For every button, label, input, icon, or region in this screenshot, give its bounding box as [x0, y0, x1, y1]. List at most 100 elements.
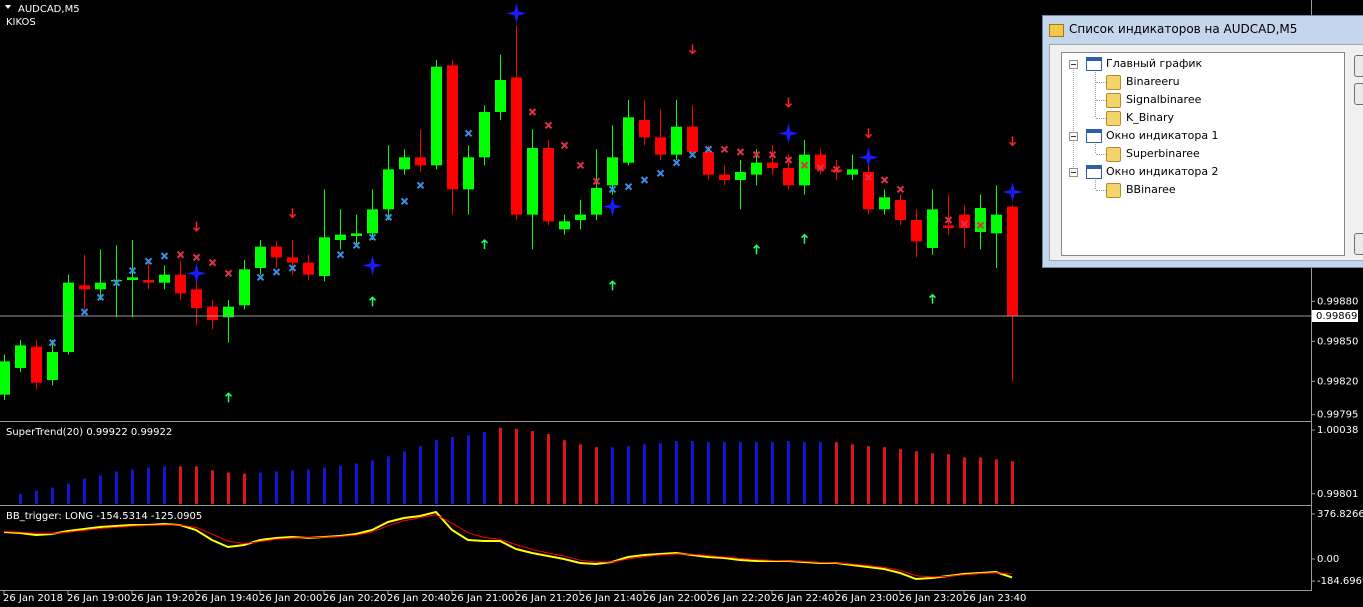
- cross-marker: [720, 145, 729, 154]
- histogram-bar: [243, 473, 246, 504]
- y-tick-label: 0.99820: [1317, 376, 1358, 387]
- down-arrow: [1008, 136, 1017, 147]
- collapse-toggle[interactable]: [1069, 60, 1078, 69]
- histogram-bar: [19, 493, 22, 504]
- candle-body: [687, 126, 698, 152]
- dialog-button[interactable]: [1354, 55, 1363, 77]
- cross-marker: [800, 161, 809, 170]
- down-arrow: [688, 44, 697, 55]
- up-arrow: [800, 233, 809, 244]
- candle-body: [271, 246, 282, 258]
- histogram-bar: [179, 466, 182, 504]
- histogram-bar: [147, 467, 150, 504]
- candle-body: [815, 154, 826, 170]
- histogram-bar: [131, 469, 134, 504]
- histogram-bar: [435, 440, 438, 504]
- histogram-bar: [339, 465, 342, 504]
- down-arrow: [192, 221, 201, 232]
- cross-marker: [80, 308, 89, 316]
- y-tick-label: 376.8266: [1317, 509, 1363, 520]
- candle-body: [543, 148, 554, 222]
- indicator-title: SuperTrend(20) 0.99922 0.99922: [6, 427, 172, 438]
- dialog-title: Список индикаторов на AUDCAD,M5: [1069, 22, 1298, 36]
- histogram-bar: [451, 436, 454, 504]
- candle-body: [879, 197, 890, 210]
- histogram-bar: [195, 466, 198, 504]
- collapse-toggle[interactable]: [1069, 132, 1078, 141]
- cross-marker: [976, 221, 985, 230]
- cross-marker: [400, 197, 409, 206]
- candle-body: [239, 269, 250, 306]
- indicator-tree: Главный график Binareeru Signalbinaree K…: [1061, 52, 1345, 256]
- candle-body: [143, 280, 154, 283]
- histogram-bar: [515, 428, 518, 504]
- candle-body: [207, 306, 218, 320]
- cross-marker: [464, 129, 473, 138]
- y-tick-label: 1.00038: [1317, 425, 1358, 436]
- cross-marker: [688, 150, 697, 159]
- collapse-toggle[interactable]: [1069, 168, 1078, 177]
- y-tick-label: 0.99850: [1317, 336, 1358, 347]
- candle-body: [191, 289, 202, 308]
- y-tick-label: 0.99795: [1317, 410, 1358, 421]
- cross-marker: [176, 250, 185, 259]
- histogram-bar: [819, 442, 822, 504]
- cross-marker: [416, 181, 425, 190]
- cross-marker: [816, 164, 825, 172]
- x-tick-label: 26 Jan 2018: [3, 593, 63, 604]
- x-tick-label: 26 Jan 22:00: [643, 593, 706, 604]
- histogram-bar: [963, 457, 966, 504]
- x-tick-label: 26 Jan 21:40: [579, 593, 642, 604]
- histogram-bar: [99, 475, 102, 504]
- histogram-bar: [771, 442, 774, 504]
- indicator-list-dialog: Список индикаторов на AUDCAD,M5 Главный …: [1042, 15, 1363, 268]
- histogram-bar: [547, 434, 550, 504]
- x-tick-label: 26 Jan 20:40: [387, 593, 450, 604]
- cross-marker: [352, 241, 361, 250]
- candle-body: [735, 172, 746, 180]
- cross-marker: [832, 165, 841, 174]
- node-label: Окно индикатора 2: [1106, 165, 1219, 178]
- cross-marker: [736, 148, 745, 156]
- y-tick-label: -184.6969: [1317, 576, 1363, 587]
- candle-body: [447, 65, 458, 190]
- candle-body: [863, 172, 874, 210]
- cross-marker: [368, 233, 377, 242]
- cross-marker: [624, 182, 633, 191]
- menu-arrow[interactable]: [5, 5, 11, 9]
- down-arrow: [784, 97, 793, 108]
- cross-marker: [224, 269, 233, 278]
- cross-marker: [96, 293, 105, 302]
- candle-body: [431, 66, 442, 166]
- down-arrow: [864, 128, 873, 139]
- star-marker: [506, 3, 527, 24]
- candle-body: [591, 188, 602, 215]
- candle-body: [79, 285, 90, 290]
- dialog-button[interactable]: [1354, 233, 1363, 255]
- histogram-bar: [35, 490, 38, 504]
- dialog-button[interactable]: [1354, 83, 1363, 105]
- candle-body: [655, 137, 666, 155]
- cross-marker: [336, 250, 345, 259]
- histogram-bar: [1011, 461, 1014, 504]
- cross-marker: [576, 161, 585, 170]
- histogram-bar: [851, 444, 854, 504]
- histogram-bar: [835, 442, 838, 504]
- dialog-icon: [1049, 24, 1064, 37]
- candle-body: [847, 169, 858, 175]
- node-label: Binareeru: [1126, 75, 1180, 88]
- cross-marker: [896, 185, 905, 194]
- histogram-bar: [307, 469, 310, 504]
- candle-body: [991, 214, 1002, 234]
- histogram-bar: [899, 449, 902, 504]
- x-tick-label: 26 Jan 19:40: [195, 593, 258, 604]
- histogram-bar: [51, 487, 54, 504]
- candle-body: [1007, 206, 1018, 316]
- histogram-bar: [579, 444, 582, 504]
- candle-body: [719, 174, 730, 180]
- histogram-bar: [723, 442, 726, 504]
- histogram-bar: [755, 442, 758, 504]
- star-marker: [858, 147, 879, 168]
- cross-marker: [944, 216, 953, 224]
- candle-body: [223, 306, 234, 318]
